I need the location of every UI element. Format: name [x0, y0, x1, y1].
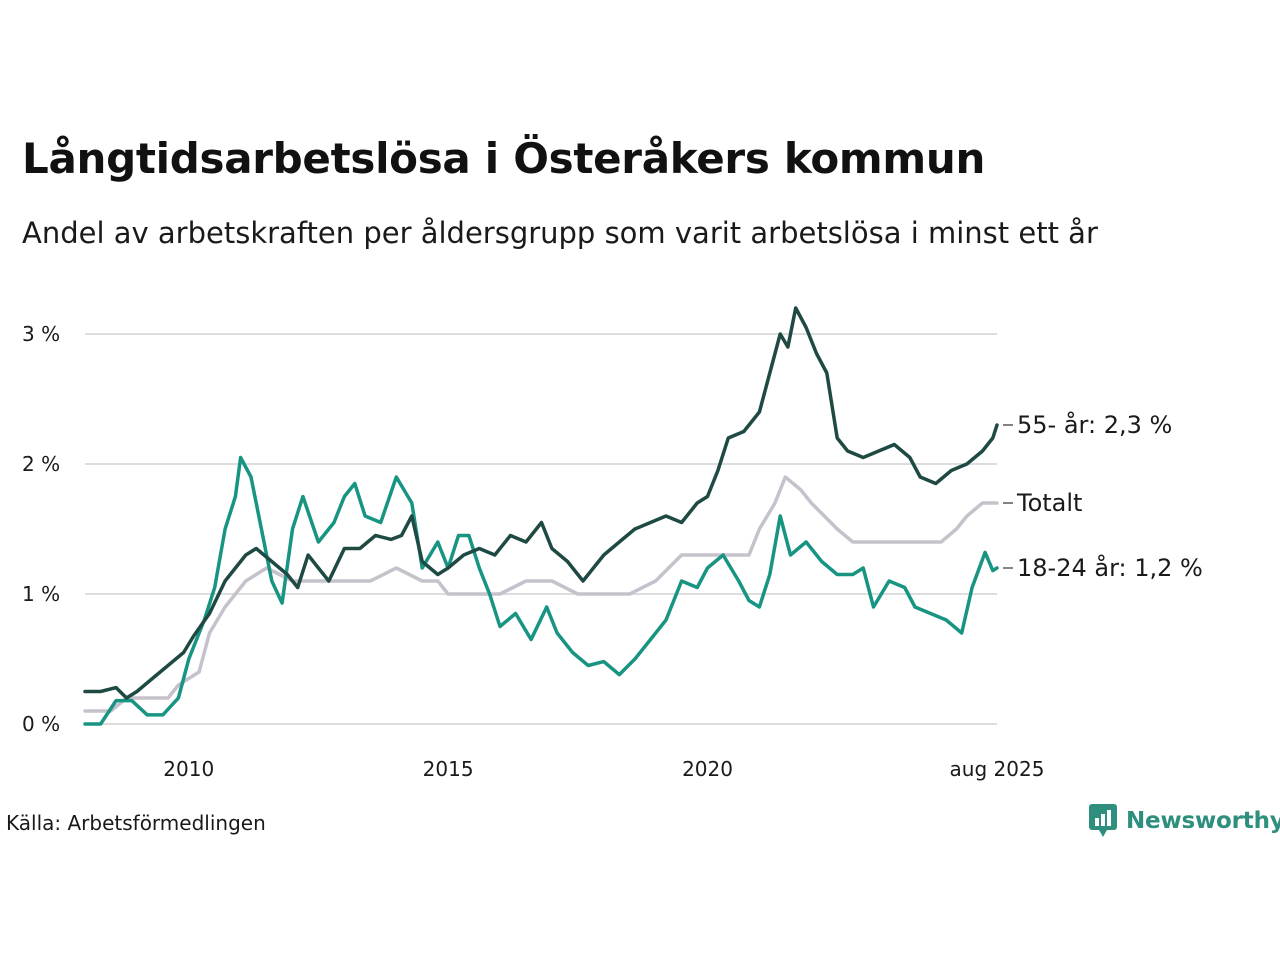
series-label-total: Totalt [1016, 489, 1082, 517]
x-axis-labels: 2010 2015 2020 aug 2025 [163, 757, 1044, 781]
y-tick-label: 1 % [22, 582, 60, 606]
series-line-age_55 [83, 306, 999, 700]
series-label-age_55: 55- år: 2,3 % [1017, 410, 1172, 439]
series-line-total [83, 475, 999, 713]
x-tick-label: 2015 [423, 757, 474, 781]
y-tick-label: 2 % [22, 452, 60, 476]
series-lines [83, 306, 999, 726]
x-tick-label: 2020 [682, 757, 733, 781]
x-tick-label: 2010 [163, 757, 214, 781]
brand-name: Newsworthy [1126, 808, 1280, 834]
y-tick-label: 3 % [22, 322, 60, 346]
series-line-age_18_24 [83, 455, 999, 726]
newsworthy-logo: Newsworthy [1088, 803, 1280, 839]
newsworthy-icon [1089, 804, 1117, 837]
y-axis-labels: 0 % 1 % 2 % 3 % [22, 322, 60, 736]
grid-lines [85, 333, 997, 725]
y-tick-label: 0 % [22, 712, 60, 736]
chart-subtitle: Andel av arbetskraften per åldersgrupp s… [22, 216, 1098, 250]
chart-title: Långtidsarbetslösa i Österåkers kommun [22, 134, 986, 183]
series-label-age_18_24: 18-24 år: 1,2 % [1017, 553, 1203, 582]
source-note: Källa: Arbetsförmedlingen [6, 811, 266, 835]
x-tick-label: aug 2025 [950, 757, 1045, 781]
series-end-labels: 55- år: 2,3 % Totalt 18-24 år: 1,2 % [1003, 410, 1203, 582]
